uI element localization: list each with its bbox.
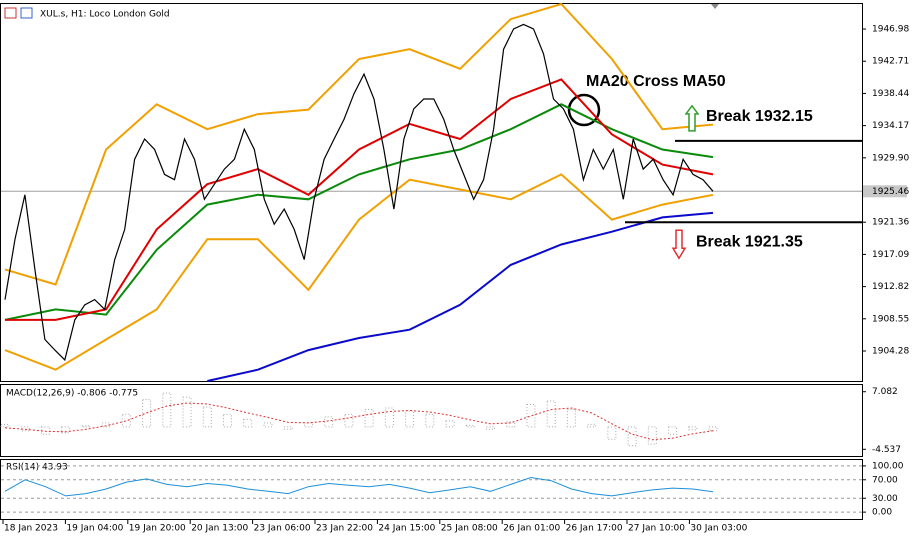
macd-bar — [405, 410, 415, 428]
macd-bar — [485, 426, 495, 430]
y-tick-label: 30.00 — [872, 494, 898, 504]
series-line — [4, 23, 714, 362]
y-tick-label: 1938.44 — [872, 89, 909, 99]
macd-bar — [526, 404, 536, 428]
macd-bar — [506, 421, 516, 428]
macd-bar — [182, 396, 192, 428]
macd-bar — [223, 413, 233, 428]
macd-bar — [425, 413, 435, 428]
shift-marker — [711, 4, 719, 9]
macd-bar — [647, 426, 657, 445]
x-tick-label: 18 Jan 2023 — [4, 524, 58, 534]
macd-bar — [81, 425, 91, 428]
macd-bar — [587, 423, 597, 428]
macd-bar — [0, 423, 10, 428]
y-tick-label: 0.00 — [872, 508, 892, 518]
macd-title: MACD(12,26,9) -0.806 -0.775 — [6, 389, 138, 399]
y-tick-label: 1904.28 — [872, 346, 909, 356]
y-tick-label: -4.537 — [872, 445, 901, 455]
macd-bar — [668, 426, 678, 435]
x-tick-label: 23 Jan 06:00 — [254, 524, 311, 534]
macd-bar — [202, 406, 212, 428]
macd-bar — [344, 413, 354, 428]
chart-title: XUL.s, H1: Loco London Gold — [40, 10, 170, 20]
current-price-box — [863, 185, 907, 198]
y-tick-label: 7.082 — [872, 387, 898, 397]
macd-bar — [162, 392, 172, 428]
macd-bar — [121, 413, 131, 428]
x-tick-label: 26 Jan 17:00 — [566, 524, 623, 534]
break-label: Break 1921.35 — [696, 234, 803, 251]
symbol-icon — [4, 7, 33, 19]
macd-bar — [566, 408, 576, 428]
y-tick-label: 1908.55 — [872, 314, 909, 324]
macd-bar — [283, 426, 293, 430]
macd-bar — [465, 424, 475, 428]
current-price-label: 1925.46 — [872, 187, 909, 197]
main-pane — [0, 3, 863, 382]
rsi-pane — [0, 459, 863, 520]
break-label: Break 1932.15 — [706, 108, 813, 125]
y-tick-label: 70.00 — [872, 475, 898, 485]
macd-signal — [4, 402, 714, 441]
macd-bar — [688, 426, 698, 431]
x-tick-label: 23 Jan 22:00 — [316, 524, 373, 534]
x-tick-label: 19 Jan 20:00 — [129, 524, 186, 534]
y-tick-label: 1917.09 — [872, 250, 909, 260]
y-tick-label: 100.00 — [872, 461, 904, 471]
series-line — [4, 173, 714, 371]
macd-bar — [324, 416, 334, 428]
x-tick-label: 30 Jan 03:00 — [690, 524, 747, 534]
macd-bar — [607, 426, 617, 440]
macd-bar — [142, 399, 152, 428]
annotation: MA20 Cross MA50 — [586, 73, 726, 90]
macd-bar — [364, 408, 374, 428]
macd-pane — [0, 384, 863, 457]
x-tick-label: 25 Jan 08:00 — [441, 524, 498, 534]
series-line — [4, 103, 714, 321]
macd-bar — [445, 420, 455, 428]
series-line — [4, 2, 714, 286]
rsi-line — [4, 476, 714, 497]
series-line — [5, 78, 714, 321]
macd-bar — [546, 400, 556, 428]
y-tick-label: 1929.90 — [872, 153, 909, 163]
rsi-title: RSI(14) 43.93 — [6, 463, 68, 473]
macd-bar — [263, 422, 273, 428]
macd-bar — [627, 426, 637, 447]
y-tick-label: 1934.17 — [872, 121, 909, 131]
y-tick-label: 1942.71 — [872, 57, 909, 67]
x-tick-label: 26 Jan 01:00 — [503, 524, 560, 534]
x-tick-label: 20 Jan 13:00 — [191, 524, 248, 534]
x-tick-label: 27 Jan 10:00 — [628, 524, 685, 534]
series-line — [207, 211, 714, 382]
break-arrow — [671, 229, 687, 260]
y-tick-label: 1921.36 — [872, 218, 909, 228]
cross-circle — [567, 93, 601, 127]
x-tick-label: 19 Jan 04:00 — [66, 524, 123, 534]
macd-bar — [243, 418, 253, 428]
y-tick-label: 1912.82 — [872, 282, 909, 292]
macd-bar — [384, 407, 394, 428]
y-tick-label: 1946.98 — [872, 25, 909, 35]
x-tick-label: 24 Jan 15:00 — [378, 524, 435, 534]
macd-bar — [61, 426, 71, 434]
break-arrow — [684, 104, 700, 132]
